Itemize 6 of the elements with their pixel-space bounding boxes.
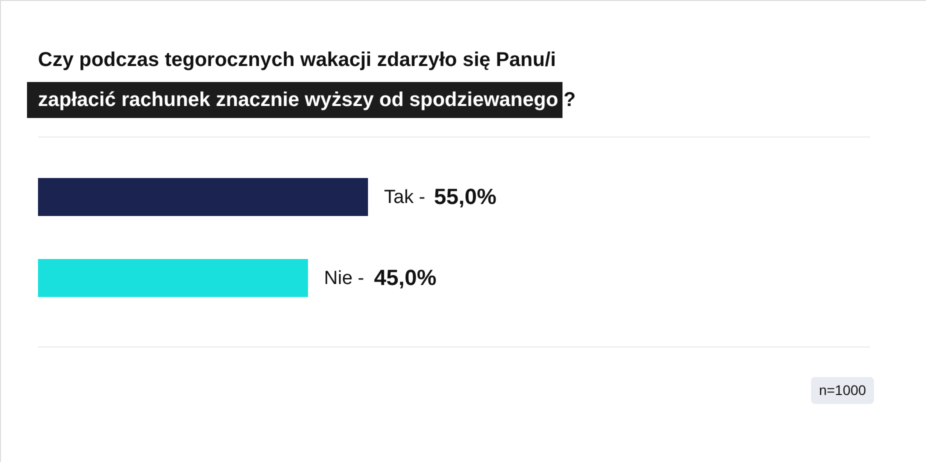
y-tick-label: Tak - [384,187,426,208]
chart-title: Czy podczas tegorocznych wakacji zdarzyło się Panu/i zapłacić rachunek znacznie wyższy od spodziewanego? [38,49,576,111]
data-label: 55,0% [434,184,496,209]
data-label: 45,0% [374,265,436,290]
y-tick-label: Nie - [324,268,364,289]
text: n=1000 [818,382,866,398]
